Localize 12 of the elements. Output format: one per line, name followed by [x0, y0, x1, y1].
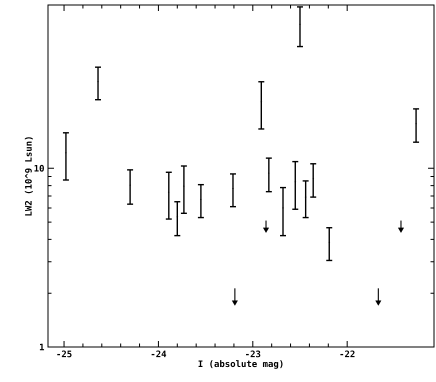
- y-axis-title: LW2 (10^9 Lsun): [24, 137, 33, 216]
- point: [232, 300, 238, 306]
- x-tick-label: -25: [57, 350, 72, 358]
- y-tick-label: 1: [40, 344, 44, 350]
- x-tick-label: -24: [152, 350, 166, 358]
- x-axis-title: I (absolute mag): [198, 360, 283, 369]
- x-tick-label: -22: [340, 350, 355, 358]
- point: [398, 228, 404, 233]
- y-tick-label: 10: [34, 164, 44, 172]
- x-tick-label: -23: [246, 350, 260, 358]
- point: [375, 300, 382, 306]
- point: [263, 228, 269, 233]
